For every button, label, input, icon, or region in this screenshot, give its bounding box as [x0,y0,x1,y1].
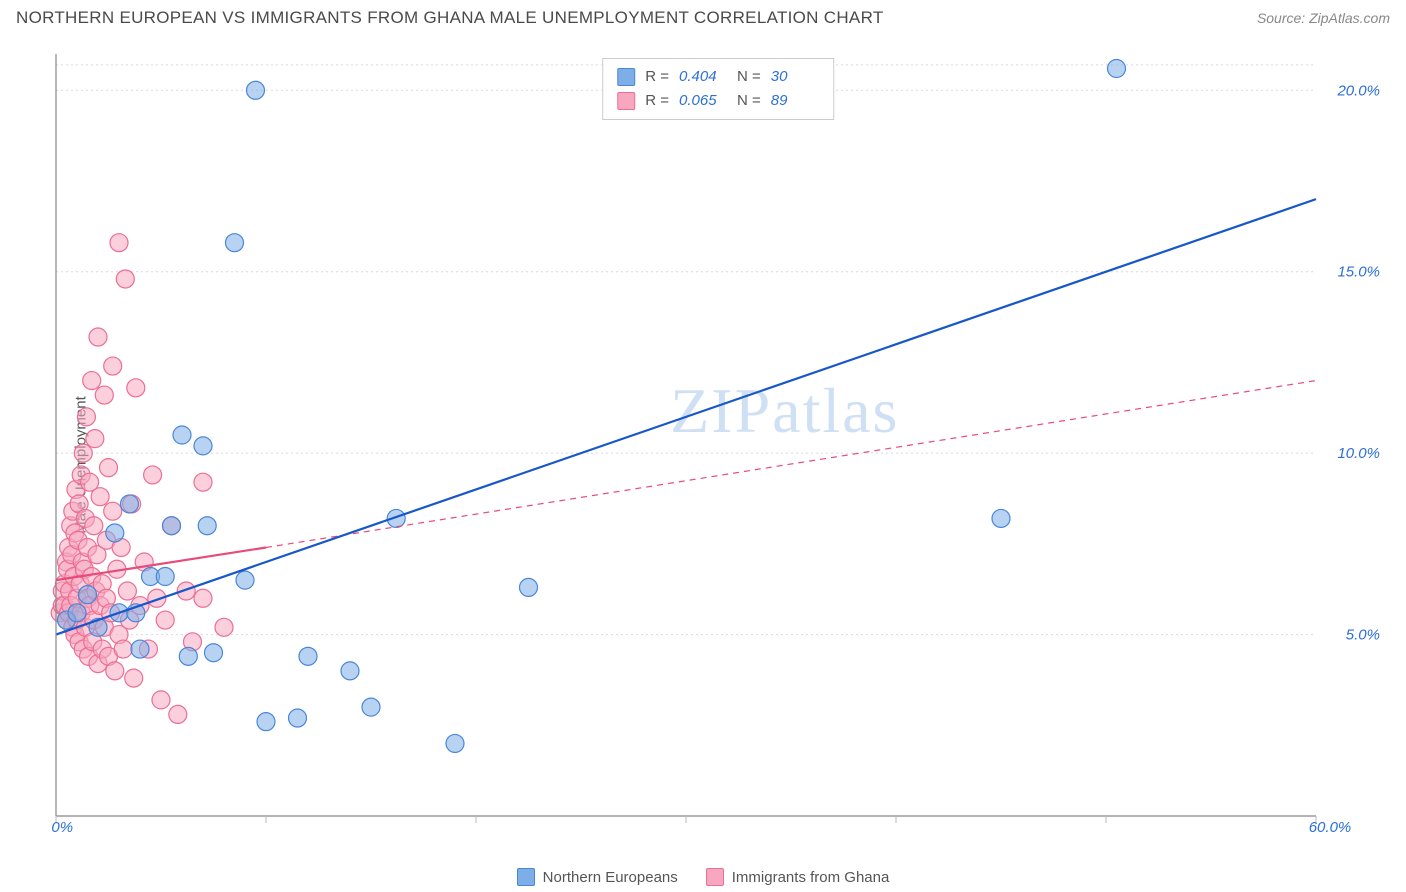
svg-text:10.0%: 10.0% [1337,445,1380,462]
series-legend: Northern Europeans Immigrants from Ghana [0,868,1406,886]
n-value-series1: 30 [771,65,819,89]
plot-area: 5.0%10.0%15.0%20.0%ZIPatlas0.0%60.0% R =… [50,48,1386,832]
r-value-series2: 0.065 [679,89,727,113]
n-label: N = [737,89,761,113]
stats-legend: R = 0.404 N = 30 R = 0.065 N = 89 [602,58,834,120]
n-value-series2: 89 [771,89,819,113]
swatch-series1 [617,68,635,86]
legend-label-series1: Northern Europeans [543,869,678,886]
legend-item-series1: Northern Europeans [517,868,678,886]
stats-row-series2: R = 0.065 N = 89 [617,89,819,113]
source-attribution: Source: ZipAtlas.com [1257,10,1390,26]
svg-text:0.0%: 0.0% [50,819,73,832]
legend-label-series2: Immigrants from Ghana [732,869,890,886]
svg-text:15.0%: 15.0% [1337,264,1380,281]
stats-row-series1: R = 0.404 N = 30 [617,65,819,89]
legend-swatch-series1 [517,868,535,886]
r-label: R = [645,65,669,89]
chart-container: Male Unemployment 5.0%10.0%15.0%20.0%ZIP… [0,38,1406,892]
r-label: R = [645,89,669,113]
svg-text:5.0%: 5.0% [1346,627,1380,644]
svg-text:20.0%: 20.0% [1336,82,1380,99]
r-value-series1: 0.404 [679,65,727,89]
chart-title: NORTHERN EUROPEAN VS IMMIGRANTS FROM GHA… [16,8,884,28]
legend-swatch-series2 [706,868,724,886]
n-label: N = [737,65,761,89]
svg-text:60.0%: 60.0% [1309,819,1352,832]
scatter-plot-svg: 5.0%10.0%15.0%20.0%ZIPatlas0.0%60.0% [50,48,1386,832]
legend-item-series2: Immigrants from Ghana [706,868,890,886]
swatch-series2 [617,92,635,110]
